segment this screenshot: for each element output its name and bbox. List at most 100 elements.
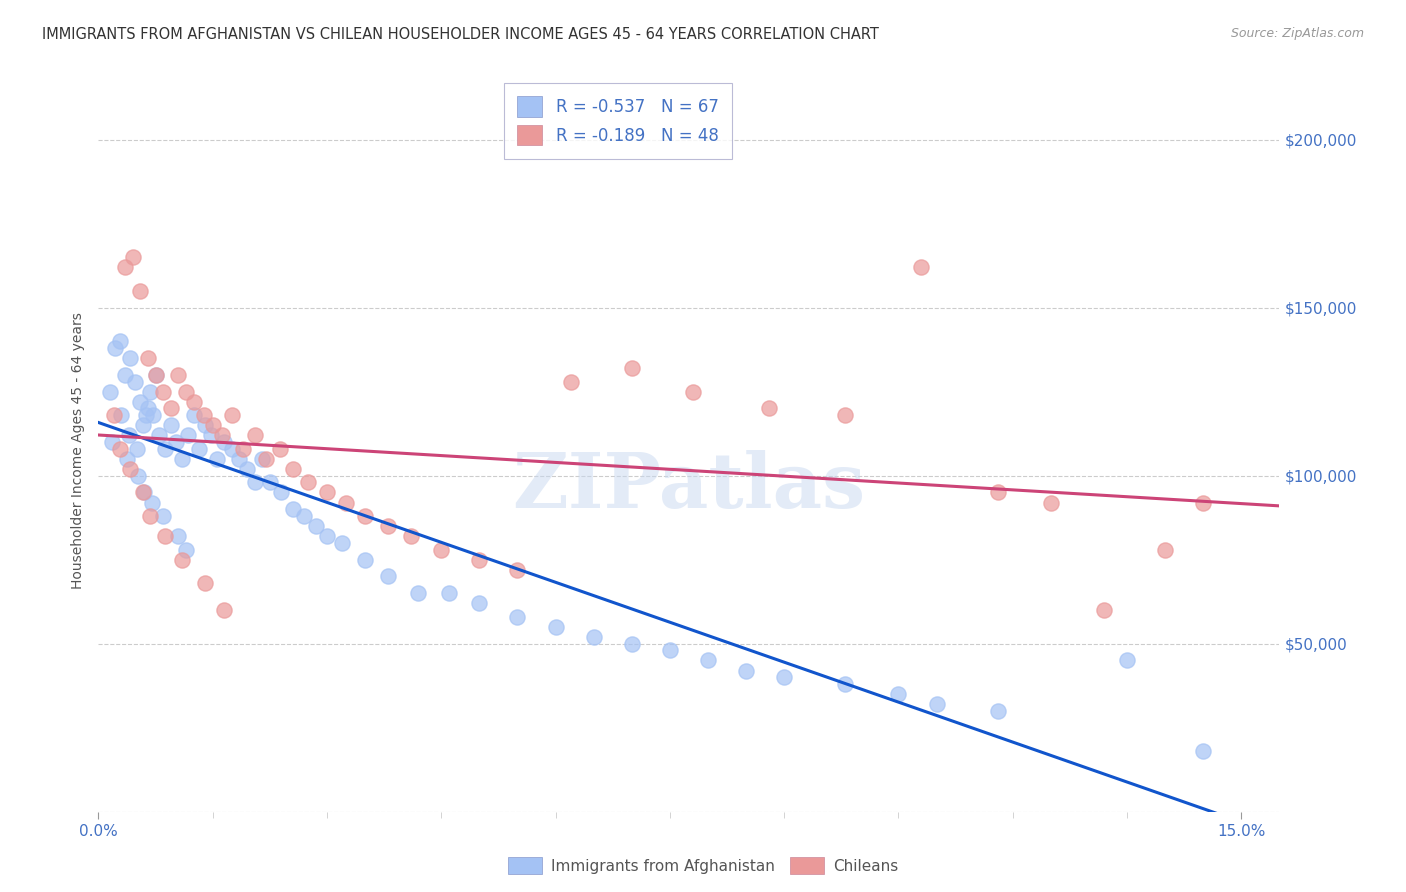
Point bbox=[437, 586, 460, 600]
Point bbox=[136, 401, 159, 416]
Point bbox=[834, 677, 856, 691]
Point bbox=[377, 569, 399, 583]
Point bbox=[167, 368, 190, 382]
Point bbox=[174, 542, 197, 557]
Point bbox=[167, 529, 190, 543]
Point bbox=[205, 451, 228, 466]
Point bbox=[142, 408, 165, 422]
Point bbox=[193, 408, 215, 422]
Point bbox=[468, 552, 491, 566]
Point bbox=[1116, 653, 1139, 667]
Point bbox=[354, 508, 377, 523]
Point bbox=[236, 462, 259, 476]
Point bbox=[177, 428, 200, 442]
Point bbox=[183, 408, 205, 422]
Point bbox=[910, 260, 932, 275]
Point bbox=[114, 368, 136, 382]
Point bbox=[131, 485, 153, 500]
Point bbox=[124, 375, 146, 389]
Text: Source: ZipAtlas.com: Source: ZipAtlas.com bbox=[1230, 27, 1364, 40]
Point bbox=[159, 401, 181, 416]
Point bbox=[221, 442, 243, 456]
Point bbox=[735, 664, 758, 678]
Point bbox=[212, 603, 235, 617]
Point bbox=[145, 368, 167, 382]
Point bbox=[243, 475, 266, 490]
Point bbox=[165, 435, 187, 450]
Point bbox=[152, 508, 174, 523]
Point bbox=[1039, 495, 1062, 509]
Point bbox=[773, 670, 796, 684]
Point bbox=[292, 508, 315, 523]
Point bbox=[141, 495, 163, 509]
Point bbox=[682, 384, 704, 399]
Point bbox=[281, 502, 304, 516]
Point bbox=[129, 394, 152, 409]
Point bbox=[108, 334, 131, 349]
Point bbox=[758, 401, 780, 416]
Point bbox=[139, 384, 162, 399]
Point bbox=[103, 408, 125, 422]
Point bbox=[316, 485, 339, 500]
Point bbox=[200, 428, 222, 442]
Text: ZIPatlas: ZIPatlas bbox=[512, 450, 866, 524]
Point bbox=[152, 384, 174, 399]
Point bbox=[399, 529, 422, 543]
Point bbox=[228, 451, 250, 466]
Point bbox=[104, 341, 127, 355]
Point bbox=[335, 495, 357, 509]
Point bbox=[430, 542, 453, 557]
Point bbox=[155, 442, 177, 456]
Point bbox=[834, 408, 856, 422]
Point bbox=[135, 408, 157, 422]
Point bbox=[925, 697, 948, 711]
Point bbox=[297, 475, 319, 490]
Point bbox=[118, 428, 141, 442]
Point bbox=[281, 462, 304, 476]
Point bbox=[1192, 495, 1215, 509]
Point bbox=[155, 529, 177, 543]
Point bbox=[544, 620, 567, 634]
Point bbox=[316, 529, 339, 543]
Point bbox=[159, 418, 181, 433]
Point bbox=[330, 536, 353, 550]
Point bbox=[582, 630, 605, 644]
Point bbox=[183, 394, 205, 409]
Point bbox=[127, 468, 149, 483]
Point bbox=[620, 361, 643, 376]
Point bbox=[129, 284, 152, 298]
Point bbox=[172, 451, 194, 466]
Point bbox=[136, 351, 159, 365]
Point bbox=[139, 508, 162, 523]
Point bbox=[125, 442, 148, 456]
Point bbox=[1154, 542, 1177, 557]
Point bbox=[986, 485, 1008, 500]
Point bbox=[201, 418, 224, 433]
Point bbox=[658, 643, 681, 657]
Point bbox=[120, 462, 142, 476]
Point bbox=[120, 351, 142, 365]
Point bbox=[134, 485, 156, 500]
Point bbox=[148, 428, 170, 442]
Point bbox=[1192, 744, 1215, 758]
Point bbox=[174, 384, 197, 399]
Point bbox=[506, 609, 529, 624]
Point bbox=[697, 653, 720, 667]
Point bbox=[114, 260, 136, 275]
Point bbox=[887, 687, 910, 701]
Point bbox=[986, 704, 1008, 718]
Point bbox=[212, 435, 235, 450]
Point bbox=[1092, 603, 1115, 617]
Point bbox=[221, 408, 243, 422]
Point bbox=[259, 475, 281, 490]
Point bbox=[560, 375, 582, 389]
Point bbox=[270, 485, 292, 500]
Point bbox=[252, 451, 274, 466]
Point bbox=[254, 451, 277, 466]
Point bbox=[117, 451, 139, 466]
Point bbox=[506, 563, 529, 577]
Point bbox=[108, 442, 131, 456]
Point bbox=[131, 418, 153, 433]
Point bbox=[194, 418, 217, 433]
Point bbox=[101, 435, 124, 450]
